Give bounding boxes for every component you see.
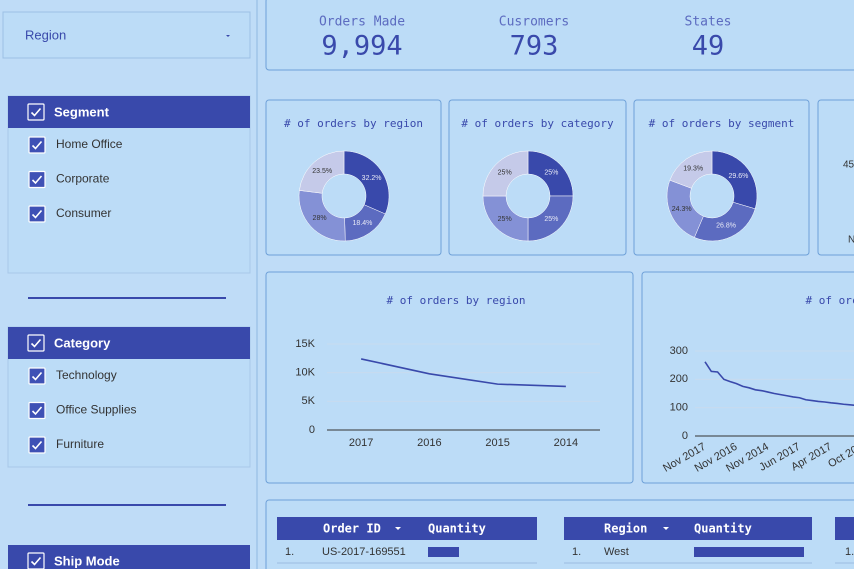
checkbox[interactable] <box>27 334 45 352</box>
filter-item[interactable]: Office Supplies <box>56 403 137 417</box>
data-label: 19.3% <box>683 166 703 173</box>
data-label: 18.4% <box>353 220 373 227</box>
cell-bar <box>428 547 459 557</box>
cell: 1. <box>285 546 294 558</box>
kpi-value: 793 <box>510 31 559 62</box>
data-label: 25% <box>544 216 558 223</box>
check-mark <box>31 406 43 416</box>
kpi-label: Orders Made <box>319 15 405 30</box>
checkbox[interactable] <box>28 205 46 223</box>
y-tick-label: 15K <box>295 338 315 350</box>
data-label: 24.3% <box>672 206 692 213</box>
region-label: Region <box>25 27 66 42</box>
checkbox[interactable] <box>28 136 46 154</box>
data-label: 28% <box>313 215 327 222</box>
filter-title: Ship Mode <box>54 553 120 568</box>
column-header[interactable]: Quantity <box>428 522 486 536</box>
partial-text: 45 <box>843 160 854 171</box>
filter-item[interactable]: Corporate <box>56 172 110 186</box>
kpi-value: 9,994 <box>321 31 402 62</box>
donut-slice <box>482 150 529 197</box>
filter-title: Segment <box>54 104 110 119</box>
cell-bar <box>694 547 804 557</box>
check-mark <box>31 140 43 150</box>
data-label: 25% <box>498 216 512 223</box>
sort-arrow <box>395 527 401 530</box>
cell: West <box>604 546 629 558</box>
sort-arrow <box>663 527 669 530</box>
check-mark <box>30 556 42 566</box>
y-tick-label: 0 <box>682 430 688 442</box>
column-header[interactable]: Quantity <box>694 522 752 536</box>
check-mark <box>31 175 43 185</box>
column-header[interactable]: Region <box>604 522 647 536</box>
table-header <box>564 517 812 540</box>
partial-text: N <box>848 235 854 246</box>
donut-slice <box>669 150 713 189</box>
checkbox[interactable] <box>28 170 46 189</box>
check-mark <box>31 371 43 381</box>
y-tick-label: 0 <box>309 424 315 436</box>
filter-header <box>8 545 250 569</box>
filter-header <box>8 327 250 359</box>
y-tick-label: 200 <box>670 373 688 385</box>
line-series <box>360 358 566 388</box>
table-header <box>277 517 537 540</box>
y-tick-label: 300 <box>670 345 688 357</box>
check-mark <box>30 107 42 117</box>
y-tick-label: 5K <box>302 395 316 407</box>
chart-title: # of orc <box>806 294 854 307</box>
y-tick-label: 100 <box>670 402 688 414</box>
x-tick-label: 2016 <box>417 437 441 449</box>
region-dropdown[interactable] <box>2 11 251 59</box>
data-label: 25% <box>544 170 558 177</box>
cell: US-2017-169551 <box>322 546 406 558</box>
x-tick-label: 2015 <box>485 437 509 449</box>
chart-title: # of orders by category <box>461 117 614 130</box>
filter-item[interactable]: Furniture <box>56 437 104 451</box>
checkbox[interactable] <box>28 367 46 385</box>
data-label: 26.8% <box>716 223 736 230</box>
checkbox[interactable] <box>28 436 46 454</box>
filter-header <box>8 96 250 128</box>
check-mark <box>30 338 42 348</box>
filter-title: Category <box>54 335 111 350</box>
y-tick-label: 10K <box>295 367 315 379</box>
chart-card <box>817 99 854 256</box>
x-tick-label: 2017 <box>349 437 373 449</box>
data-label: 32.2% <box>362 175 382 182</box>
kpi-card <box>265 0 854 71</box>
checkbox[interactable] <box>27 103 45 121</box>
chart-card <box>641 271 854 484</box>
x-tick-label: 2014 <box>554 437 578 449</box>
checkbox[interactable] <box>27 552 45 569</box>
cell: 1. <box>845 546 854 558</box>
data-label: 23.5% <box>312 168 332 175</box>
filter-item[interactable]: Consumer <box>56 206 111 220</box>
cell: 1. <box>572 546 581 558</box>
filter-item[interactable]: Home Office <box>56 137 123 151</box>
kpi-label: States <box>685 15 732 30</box>
chart-title: # of orders by segment <box>649 117 795 130</box>
chart-title: # of orders by region <box>386 294 525 307</box>
check-mark <box>31 440 43 450</box>
kpi-value: 49 <box>692 31 725 62</box>
chart-title: # of orders by region <box>284 117 423 130</box>
data-label: 29.6% <box>729 173 749 180</box>
donut-slice <box>299 150 345 194</box>
dropdown-caret <box>226 35 230 37</box>
data-label: 25% <box>498 170 512 177</box>
table-header <box>835 517 854 540</box>
line-series <box>704 361 854 407</box>
filter-item[interactable]: Technology <box>56 368 117 382</box>
checkbox[interactable] <box>28 401 46 420</box>
check-mark <box>31 209 43 219</box>
column-header[interactable]: Order ID <box>323 522 381 536</box>
kpi-label: Cusromers <box>499 15 569 30</box>
